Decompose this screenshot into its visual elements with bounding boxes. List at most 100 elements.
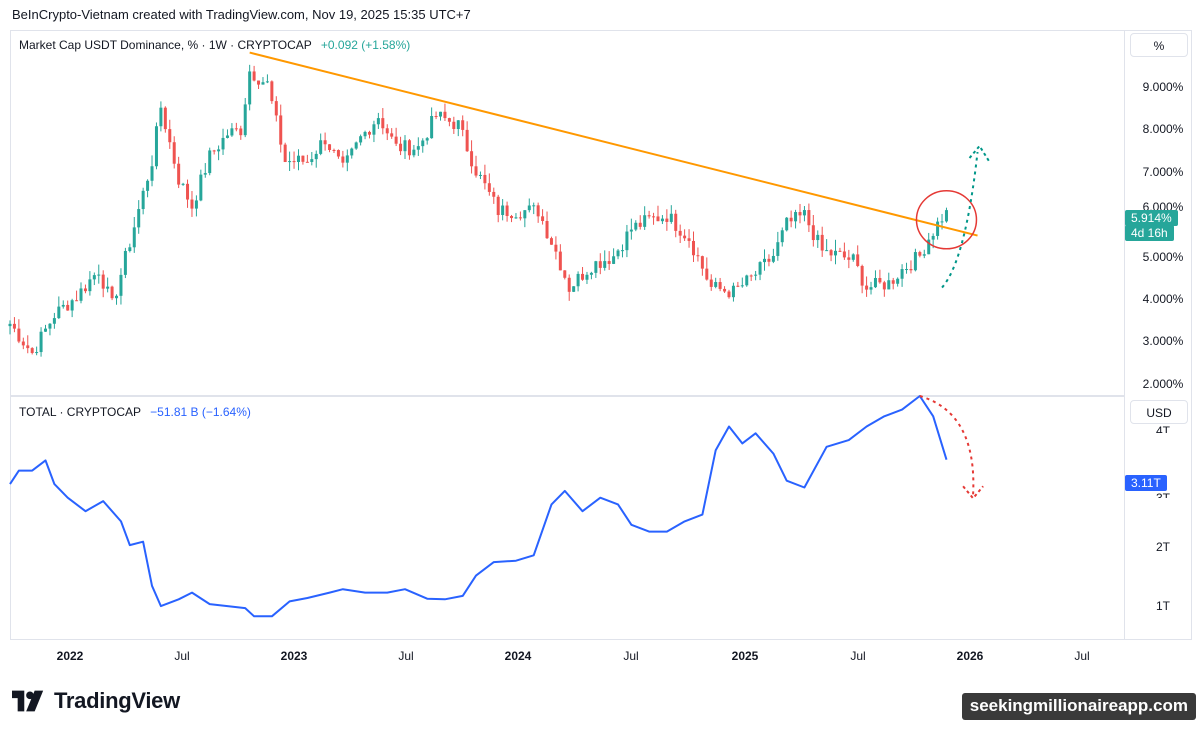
bottom-legend-change: −51.81 B (−1.64%): [150, 405, 251, 419]
candle-body: [230, 128, 234, 136]
bottom-last-price-label: 3.11T: [1125, 475, 1167, 491]
candle-body: [678, 230, 682, 236]
tradingview-logo[interactable]: TradingView: [12, 688, 180, 714]
candle-body: [714, 282, 718, 287]
candle-body: [390, 133, 394, 137]
top-y-tick: 9.000%: [1142, 80, 1184, 94]
candle-body: [301, 155, 305, 162]
candle-body: [35, 352, 39, 354]
price-axis-frame: [1124, 30, 1192, 640]
candle-body: [878, 277, 882, 283]
candle-body: [807, 210, 811, 226]
candle-body: [110, 286, 114, 299]
candle-body: [314, 153, 318, 160]
candle-body: [8, 323, 12, 327]
bottom-unit-button[interactable]: USD: [1130, 400, 1188, 424]
x-tick: Jul: [398, 649, 414, 663]
candle-body: [940, 221, 944, 223]
resistance-trendline: [249, 51, 978, 237]
candle-body: [856, 254, 860, 266]
candle-body: [403, 140, 407, 152]
top-pane-legend[interactable]: Market Cap USDT Dominance, % · 1W · CRYP…: [19, 38, 410, 52]
candle-body: [128, 247, 132, 251]
candle-body: [279, 115, 283, 145]
candle-body: [75, 300, 79, 302]
candle-body: [683, 235, 687, 239]
candle-body: [274, 101, 278, 116]
candlestick-series: [8, 64, 948, 357]
candle-body: [771, 255, 775, 262]
candle-body: [30, 348, 34, 353]
candle-body: [199, 174, 203, 201]
candle-body: [257, 80, 261, 85]
candle-body: [896, 278, 900, 284]
candle-body: [239, 128, 243, 136]
candle-body: [92, 275, 96, 280]
candle-body: [208, 150, 212, 174]
candle-body: [669, 213, 673, 222]
candle-body: [927, 239, 931, 255]
candle-body: [532, 205, 536, 207]
candle-body: [802, 210, 806, 216]
tradingview-logo-text: TradingView: [54, 688, 180, 713]
candle-body: [399, 143, 403, 152]
candle-body: [172, 142, 176, 164]
candle-body: [763, 258, 767, 263]
candle-body: [163, 107, 167, 130]
candle-body: [123, 250, 127, 275]
candle-body: [265, 81, 269, 83]
x-tick: Jul: [623, 649, 639, 663]
x-tick: 2024: [504, 649, 532, 663]
candle-body: [718, 282, 722, 289]
candle-body: [554, 244, 558, 252]
candle-body: [168, 129, 172, 143]
bottom-y-tick: 3T: [1155, 491, 1170, 498]
candle-body: [660, 218, 664, 222]
candle-body: [944, 210, 948, 222]
candle-body: [873, 277, 877, 288]
candle-body: [634, 222, 638, 230]
candle-body: [381, 118, 385, 129]
candle-body: [434, 116, 438, 118]
top-unit-button[interactable]: %: [1130, 33, 1188, 57]
candle-body: [385, 128, 389, 134]
candle-body: [922, 254, 926, 256]
projection-down-arrow: [919, 395, 975, 495]
candle-body: [115, 295, 119, 299]
candle-body: [549, 238, 553, 245]
candle-body: [900, 269, 904, 279]
bottom-pane-legend[interactable]: TOTAL · CRYPTOCAP −51.81 B (−1.64%): [19, 405, 251, 419]
candle-body: [137, 209, 141, 228]
candle-body: [323, 140, 327, 145]
candle-body: [909, 269, 913, 271]
candle-body: [203, 173, 207, 175]
candle-body: [563, 270, 567, 278]
candle-body: [869, 287, 873, 290]
candle-body: [625, 231, 629, 251]
projection-down-arrowhead: [962, 485, 984, 500]
candle-body: [536, 205, 540, 217]
candle-body: [425, 138, 429, 141]
candle-body: [505, 205, 509, 216]
candle-body: [629, 229, 633, 232]
candle-body: [691, 240, 695, 256]
candle-body: [141, 190, 145, 210]
candle-body: [811, 225, 815, 241]
candle-body: [776, 242, 780, 256]
candle-body: [882, 282, 886, 290]
candle-body: [336, 150, 340, 157]
x-tick: 2026: [956, 649, 984, 663]
x-tick: Jul: [1074, 649, 1090, 663]
top-countdown-label: 4d 16h: [1125, 225, 1174, 241]
candle-body: [598, 261, 602, 268]
candle-body: [461, 120, 465, 130]
candle-body: [350, 148, 354, 156]
candle-body: [798, 212, 802, 216]
candle-body: [825, 250, 829, 252]
candle-body: [97, 274, 101, 276]
candle-body: [26, 345, 30, 349]
candle-body: [430, 116, 434, 139]
candle-body: [674, 213, 678, 231]
candle-body: [305, 161, 309, 163]
